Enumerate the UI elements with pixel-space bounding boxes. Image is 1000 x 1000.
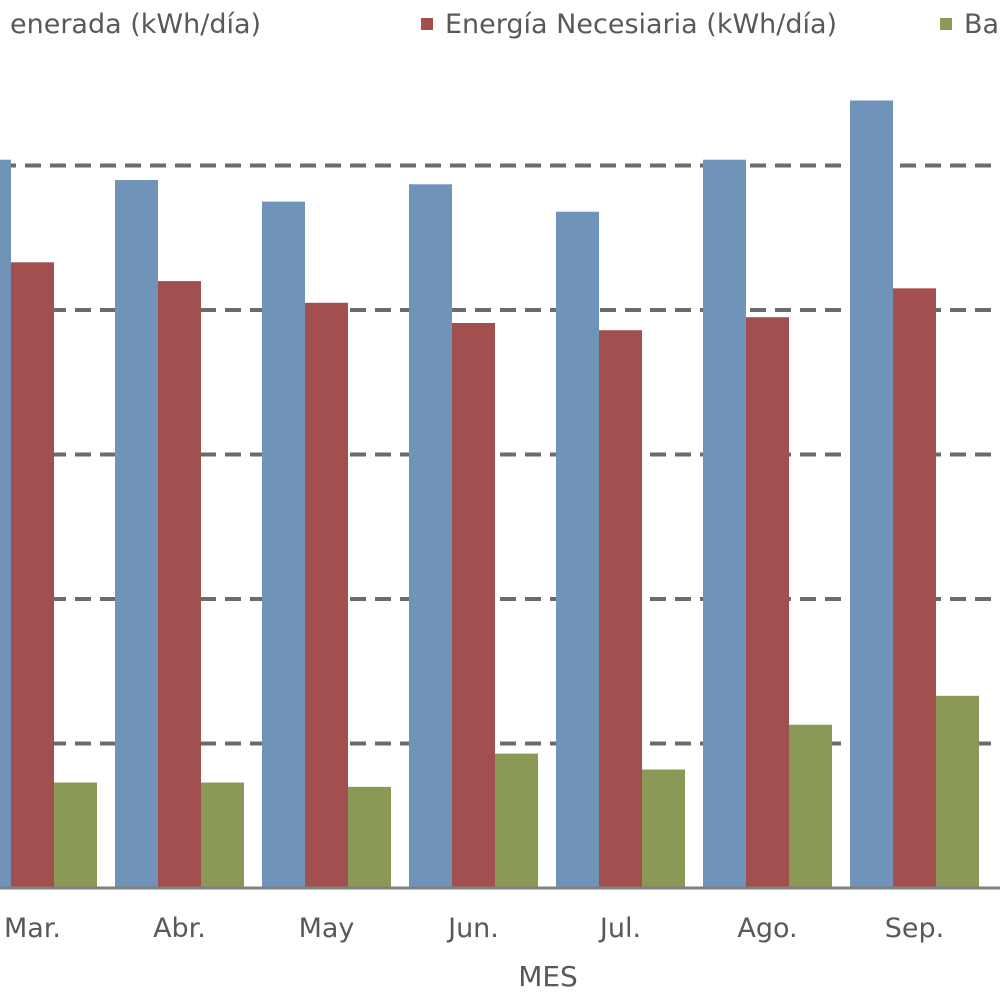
legend-swatch-energia-necesiaria (421, 18, 433, 30)
bar-s1-c2 (305, 302, 348, 888)
legend-entry-energia-necesiaria: Energía Necesiaria (kWh/día) (421, 4, 837, 44)
x-axis-title: MES (518, 960, 578, 993)
x-tick-label: Jun. (446, 913, 499, 944)
x-tick-label: Ago. (737, 913, 797, 944)
bar-s1-c1 (158, 281, 201, 889)
legend-swatch-ba (940, 18, 952, 30)
legend-label-energia-generada: enerada (kWh/día) (10, 8, 262, 40)
bar-s1-c3 (452, 323, 495, 888)
legend-label-energia-necesiaria: Energía Necesiaria (kWh/día) (445, 8, 838, 40)
x-tick-label: Jul. (598, 913, 641, 944)
bar-s0-c1 (115, 179, 158, 888)
gridlines (0, 163, 1000, 746)
bar-s2-c2 (348, 786, 391, 888)
bar-s2-c0 (54, 782, 97, 888)
legend-entry-ba: Ba (940, 4, 999, 44)
x-tick-label: Sep. (885, 913, 944, 944)
legend-label-ba: Ba (964, 8, 1000, 40)
bar-s0-c2 (262, 201, 305, 888)
bar-s2-c5 (789, 724, 832, 888)
legend-entry-energia-generada: enerada (kWh/día) (0, 4, 261, 44)
x-tick-labels: Mar. Abr. May Jun. Jul. Ago. Sep. (4, 913, 944, 944)
bar-s2-c1 (201, 782, 244, 888)
bar-s0-c5 (703, 159, 746, 889)
bar-s1-c0 (11, 262, 54, 888)
x-tick-label: Abr. (153, 913, 206, 944)
bars (0, 100, 979, 889)
bar-s2-c4 (642, 769, 685, 888)
bar-s0-c3 (409, 184, 452, 888)
bar-s1-c4 (599, 330, 642, 889)
bar-s1-c6 (893, 288, 936, 888)
bar-s0-c4 (556, 211, 599, 889)
x-tick-label: Mar. (4, 913, 61, 944)
x-tick-label: May (299, 913, 355, 944)
bar-s0-c0 (0, 159, 11, 889)
bar-s1-c5 (746, 317, 789, 889)
bar-s2-c3 (495, 753, 538, 888)
bar-s0-c6 (850, 100, 893, 889)
bar-s2-c6 (936, 695, 979, 888)
